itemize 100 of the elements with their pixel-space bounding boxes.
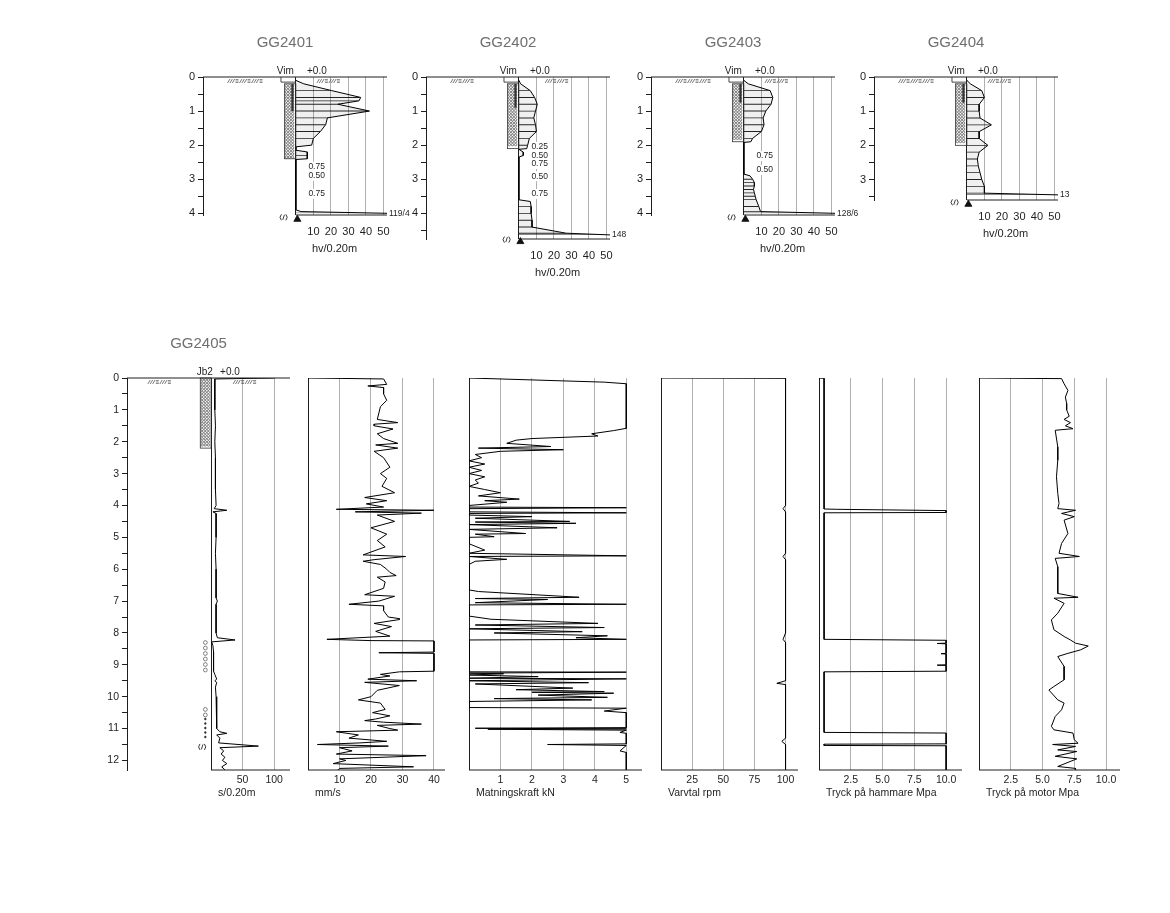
y-tick-label: 1: [636, 104, 643, 117]
x-tick-label: 20: [324, 224, 338, 237]
x-tick-label: 2.5: [843, 773, 859, 786]
annotation: 0.75: [531, 188, 549, 199]
x-tick-label: 7.5: [1066, 773, 1082, 786]
annotation: 0.50: [308, 170, 326, 181]
y-tick-label: 1: [113, 402, 120, 415]
x-tick-label: 30: [1013, 209, 1026, 222]
x-tick-label: 10: [307, 224, 320, 237]
x-tick-label: 5.0: [875, 773, 891, 786]
x-tick-label: 50: [825, 224, 838, 237]
x-axis-title: s/0.20m: [218, 785, 256, 798]
y-tick-label: 0: [411, 70, 418, 83]
annotation: Jb2: [196, 365, 214, 377]
x-tick-label: 30: [790, 224, 803, 237]
y-tick-label: 2: [411, 138, 418, 151]
x-tick-label: 50: [377, 224, 390, 237]
y-tick-label: 2: [113, 434, 120, 447]
x-tick-label: 20: [547, 248, 561, 261]
y-tick-label: 2: [188, 138, 195, 151]
x-axis-title: hv/0.20m: [311, 242, 358, 255]
x-tick-label: 40: [1030, 209, 1044, 222]
x-tick-label: 50: [600, 248, 613, 261]
y-tick-label: 0: [113, 370, 120, 383]
y-tick-label: 10: [107, 689, 120, 702]
y-tick-label: 0: [636, 70, 643, 83]
x-axis-title: Tryck på motor Mpa: [986, 785, 1080, 798]
x-tick-label: 20: [365, 773, 377, 786]
annotation: 0.75: [308, 188, 326, 199]
x-tick-label: 30: [565, 248, 578, 261]
chart-title: GG2403: [704, 33, 762, 51]
x-tick-label: 20: [995, 209, 1009, 222]
x-tick-label: 50: [717, 773, 730, 786]
x-tick-label: 1: [497, 773, 504, 786]
y-tick-label: 4: [113, 498, 120, 511]
annotation: 0.75: [531, 158, 549, 169]
annotation: 13: [1060, 189, 1070, 200]
x-tick-label: 75: [748, 773, 761, 786]
annotation: 0.50: [756, 164, 774, 175]
annotation: Vim: [276, 64, 294, 76]
annotation: 128/6: [837, 207, 859, 218]
x-tick-label: 50: [236, 773, 249, 786]
y-tick-label: 8: [113, 625, 120, 638]
x-axis-title: Varvtal rpm: [668, 785, 722, 798]
y-tick-label: 3: [859, 172, 866, 185]
annotation: 0.50: [531, 170, 549, 181]
x-tick-label: 30: [396, 773, 409, 786]
x-tick-label: 25: [686, 773, 699, 786]
y-tick-label: 1: [859, 104, 866, 117]
y-tick-label: 3: [113, 466, 120, 479]
annotation: +0.0: [978, 64, 999, 76]
x-tick-label: 100: [776, 773, 795, 786]
annotation: Vim: [947, 64, 965, 76]
y-tick-label: 2: [636, 138, 643, 151]
x-tick-label: 10: [755, 224, 768, 237]
x-tick-label: 7.5: [907, 773, 922, 786]
x-tick-label: 40: [359, 224, 373, 237]
x-axis-title: Matningskraft kN: [476, 785, 555, 798]
x-tick-label: 10.0: [935, 773, 957, 786]
x-tick-label: 100: [265, 773, 284, 786]
chart-title: GG2405: [170, 334, 227, 352]
annotation: Vim: [724, 64, 742, 76]
x-tick-label: 30: [342, 224, 355, 237]
x-tick-label: 4: [591, 773, 598, 786]
annotation: +0.0: [307, 64, 328, 76]
x-axis-title: mm/s: [315, 785, 341, 798]
y-tick-label: 0: [188, 70, 195, 83]
x-tick-label: 10: [530, 248, 543, 261]
annotation: 0.25: [531, 141, 549, 152]
y-tick-label: 11: [108, 721, 120, 734]
y-tick-label: 3: [188, 172, 195, 185]
annotation: 0.50: [531, 149, 549, 160]
annotation: +0.0: [220, 365, 241, 377]
x-tick-label: 2: [528, 773, 535, 786]
annotation: 0.75: [308, 160, 326, 171]
x-tick-label: 10: [978, 209, 991, 222]
x-axis-title: hv/0.20m: [759, 242, 806, 255]
x-tick-label: 10: [333, 773, 346, 786]
chart-title: GG2404: [927, 33, 985, 51]
x-tick-label: 40: [428, 773, 440, 786]
x-tick-label: 2.5: [1003, 773, 1019, 786]
x-tick-label: 5: [623, 773, 630, 786]
x-tick-label: 40: [807, 224, 821, 237]
y-tick-label: 3: [411, 172, 418, 185]
y-tick-label: 6: [113, 562, 120, 575]
y-tick-label: 9: [113, 657, 120, 670]
chart-title: GG2402: [479, 33, 537, 51]
x-tick-label: 5.0: [1035, 773, 1050, 786]
x-tick-label: 10.0: [1095, 773, 1117, 786]
annotation: +0.0: [755, 64, 776, 76]
x-axis-title: Tryck på hammare Mpa: [826, 785, 937, 798]
annotation: Vim: [499, 64, 517, 76]
y-tick-label: 7: [113, 593, 120, 606]
x-axis-title: hv/0.20m: [534, 266, 581, 279]
y-tick-label: 1: [411, 104, 418, 117]
y-tick-label: 1: [188, 104, 195, 117]
y-tick-label: 2: [859, 138, 866, 151]
y-tick-label: 12: [107, 753, 120, 766]
y-tick-label: 0: [859, 70, 866, 83]
x-tick-label: 3: [560, 773, 567, 786]
